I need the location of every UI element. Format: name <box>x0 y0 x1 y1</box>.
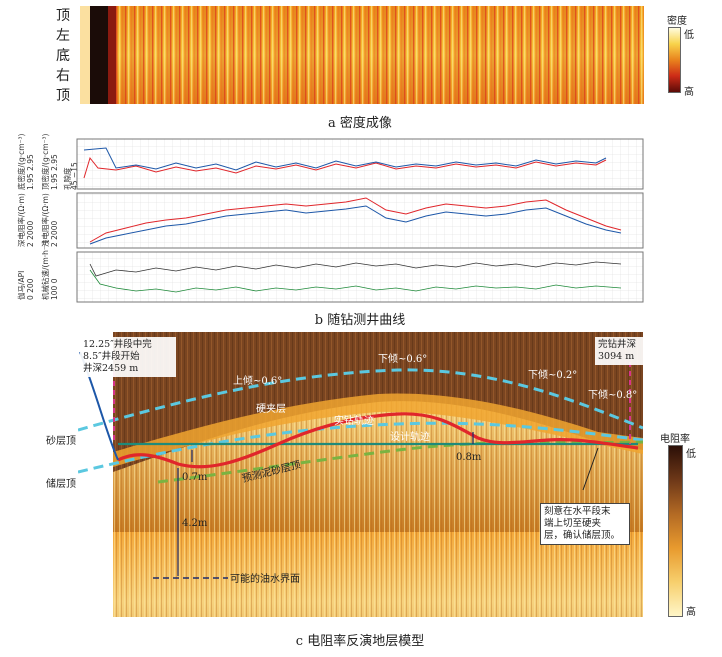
density-legend-bar <box>668 27 681 93</box>
dip-label-2: 下倾~0.6° <box>378 352 427 365</box>
hard-layer-label: 硬夹层 <box>256 402 286 415</box>
density-legend-high: 高 <box>684 87 694 98</box>
track2-range-1: 2 2000 <box>26 220 35 247</box>
hard-layer <box>113 393 643 467</box>
callout-line-3: 层，确认储层顶。 <box>544 530 621 541</box>
density-legend-title: 密度 <box>667 16 687 27</box>
track1-range-2: 1.95 2.95 <box>50 154 59 190</box>
callout-line-1: 刻意在水平段末 <box>544 506 611 517</box>
curve-gamma <box>89 261 622 277</box>
start-note-line-2: 8.5″井段开始 <box>83 351 140 362</box>
lower-dip-line <box>78 421 643 474</box>
measure-0p8: 0.8m <box>456 452 482 463</box>
owc-label: 可能的油水界面 <box>230 572 300 585</box>
dip-label-3: 下倾~0.2° <box>528 368 577 381</box>
track1-range-1: 1.95 2.95 <box>26 154 35 190</box>
side-label-left: 左 <box>56 28 70 44</box>
side-label-top-2: 顶 <box>56 88 70 104</box>
caption-a: a 密度成像 <box>328 116 392 131</box>
end-note-line-1: 完钻井深 <box>598 339 637 350</box>
track2-range-2: 2 2000 <box>50 220 59 247</box>
callout-box: 刻意在水平段末 端上切至硬夹 层，确认储层顶。 <box>540 503 630 545</box>
curve-deep-resistivity <box>89 197 622 243</box>
dip-label-1: 上倾~0.6° <box>233 374 282 387</box>
predicted-top-line <box>157 440 643 484</box>
start-note: 12.25″井段中完 8.5″井段开始 井深2459 m <box>80 337 176 377</box>
curve-bottom-density <box>83 156 607 179</box>
side-label-bottom: 底 <box>56 48 70 64</box>
resistivity-legend-low: 低 <box>686 449 696 460</box>
side-label-right: 右 <box>56 68 70 84</box>
track-3-frame <box>76 251 644 303</box>
dip-label-4: 下倾~0.8° <box>588 388 637 401</box>
start-note-line-3: 井深2459 m <box>83 363 139 374</box>
actual-trajectory-label: 实钻轨迹 <box>334 414 374 427</box>
track3-range-1: 0 200 <box>26 278 35 300</box>
curve-rop <box>89 269 622 293</box>
upper-dip-line <box>78 368 643 432</box>
curve-top-density <box>83 147 607 171</box>
resistivity-model: 上倾~0.6° 下倾~0.6° 下倾~0.2° 下倾~0.8° 硬夹层 实钻轨迹… <box>78 332 643 617</box>
track-2-frame <box>76 192 644 249</box>
measure-0p7: 0.7m <box>182 472 208 483</box>
track3-range-2: 100 0 <box>50 278 59 300</box>
callout-leader <box>582 447 599 491</box>
resistivity-legend-bar <box>668 445 683 617</box>
callout-line-2: 端上切至硬夹 <box>544 518 602 529</box>
resistivity-legend-high: 高 <box>686 607 696 618</box>
actual-trajectory <box>117 412 639 469</box>
caption-c: c 电阻率反演地层模型 <box>295 634 425 649</box>
resistivity-legend-title: 电阻率 <box>660 434 690 445</box>
curve-shallow-resistivity <box>89 205 622 245</box>
end-note: 完钻井深 3094 m <box>595 337 647 365</box>
end-note-line-2: 3094 m <box>598 351 635 362</box>
density-image <box>80 6 644 104</box>
measure-4p2: 4.2m <box>182 518 208 529</box>
reservoir-body <box>113 401 643 617</box>
caption-b: b 随钻测井曲线 <box>314 313 406 328</box>
side-label-top: 顶 <box>56 8 70 24</box>
density-legend-low: 低 <box>684 30 694 41</box>
reservoir-top-label: 储层顶 <box>46 479 76 490</box>
log-tracks <box>76 138 644 303</box>
design-trajectory-label: 设计轨迹 <box>390 430 430 443</box>
start-note-line-1: 12.25″井段中完 <box>83 339 152 350</box>
sand-top-label: 砂层顶 <box>46 436 76 447</box>
